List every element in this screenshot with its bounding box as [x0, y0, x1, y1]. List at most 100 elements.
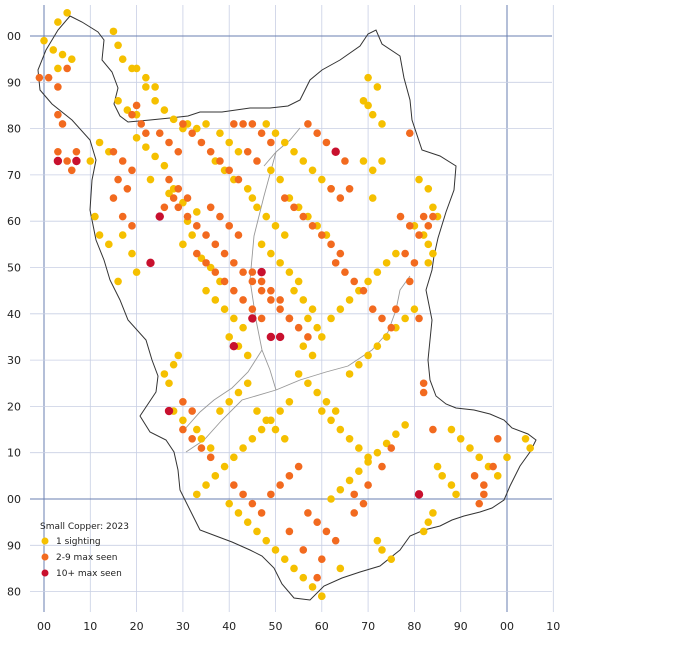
- sighting-dot: [267, 166, 275, 175]
- sighting-dot: [67, 166, 76, 175]
- legend-title: Small Copper: 2023: [40, 522, 129, 532]
- sighting-dot: [248, 120, 257, 128]
- sighting-dot: [49, 46, 58, 54]
- sighting-dot: [155, 212, 164, 221]
- sighting-dot: [345, 435, 354, 443]
- sighting-dot: [304, 379, 312, 388]
- sighting-dot: [290, 286, 298, 295]
- sighting-dot: [401, 314, 409, 323]
- sighting-dot: [313, 518, 321, 526]
- x-tick-label: 10: [83, 620, 97, 633]
- sighting-dot: [280, 555, 289, 563]
- sighting-dot: [419, 388, 428, 397]
- sighting-dot: [211, 296, 220, 304]
- sighting-dot: [197, 138, 206, 147]
- district-boundary: [183, 127, 411, 453]
- sighting-dot: [285, 472, 294, 480]
- sighting-dot: [331, 407, 340, 415]
- sighting-dot: [243, 184, 252, 193]
- y-tick-label: 60: [7, 215, 21, 228]
- sighting-dot: [396, 212, 405, 221]
- sighting-dot: [188, 129, 196, 138]
- sighting-dot: [327, 495, 335, 503]
- sighting-dot: [192, 249, 201, 258]
- sighting-dot: [429, 509, 437, 517]
- legend-label-2-9-max: 2-9 max seen: [56, 553, 118, 563]
- y-tick-label: 80: [7, 586, 21, 599]
- sighting-dot: [405, 129, 414, 138]
- sighting-dot: [169, 360, 178, 369]
- sighting-dot: [350, 509, 359, 517]
- sighting-dot: [429, 212, 437, 221]
- sighting-dot: [424, 184, 433, 193]
- sighting-dot: [285, 268, 294, 276]
- y-tick-label: 00: [7, 493, 21, 506]
- sighting-dot: [234, 175, 243, 184]
- sighting-dot: [165, 138, 173, 147]
- sighting-dot: [336, 485, 345, 494]
- sighting-dot: [271, 129, 280, 138]
- y-tick-label: 30: [7, 354, 21, 367]
- sighting-dot: [123, 106, 132, 114]
- sighting-dot: [54, 64, 62, 73]
- sighting-dot: [294, 462, 303, 471]
- sighting-dot: [290, 147, 298, 156]
- x-tick-label: 20: [130, 620, 144, 633]
- sighting-dot: [415, 175, 423, 184]
- sighting-dot: [424, 518, 433, 526]
- sighting-dot: [253, 157, 261, 165]
- sighting-dot: [220, 305, 229, 313]
- sighting-dot: [128, 110, 136, 119]
- legend-label-10-plus-max: 10+ max seen: [56, 569, 122, 579]
- sighting-dot: [299, 546, 308, 554]
- sighting-dot: [280, 435, 289, 443]
- sighting-dot: [206, 263, 215, 272]
- x-tick-label: 80: [407, 620, 421, 633]
- sighting-dot: [336, 305, 345, 313]
- sighting-dot: [405, 277, 414, 286]
- sighting-dot: [271, 546, 280, 554]
- sighting-dot: [192, 490, 201, 499]
- sighting-dot: [63, 157, 71, 165]
- sighting-dot: [109, 194, 118, 202]
- sighting-dot: [290, 203, 298, 212]
- sighting-dot: [345, 296, 354, 304]
- sighting-dot: [234, 231, 243, 239]
- sighting-dot: [183, 212, 192, 221]
- sighting-dot: [285, 397, 294, 406]
- sighting-dot: [230, 286, 238, 295]
- sighting-dot: [239, 120, 247, 128]
- sighting-dot: [197, 444, 206, 452]
- sighting-dot: [169, 194, 178, 202]
- sighting-dot: [414, 490, 424, 499]
- sighting-dot: [257, 509, 266, 517]
- y-tick-label: 90: [7, 539, 21, 552]
- sighting-dot: [53, 156, 63, 166]
- sighting-dot: [355, 444, 363, 452]
- sighting-dot: [257, 129, 266, 138]
- sighting-dot: [248, 499, 257, 508]
- sighting-dot: [95, 138, 104, 147]
- x-tick-label: 60: [315, 620, 329, 633]
- sighting-dot: [142, 73, 150, 82]
- sighting-dot: [382, 333, 391, 341]
- sighting-dot: [364, 481, 372, 489]
- sighting-dot: [183, 194, 192, 202]
- sighting-dot: [234, 147, 243, 156]
- sighting-dot: [40, 36, 48, 45]
- sighting-dot: [313, 388, 321, 397]
- sighting-dot: [456, 435, 465, 443]
- sighting-dot: [192, 124, 201, 133]
- sighting-dot: [359, 157, 368, 165]
- sighting-dot: [438, 472, 446, 480]
- sighting-dot: [368, 166, 377, 175]
- sighting-dot: [165, 175, 173, 184]
- sighting-dot: [276, 175, 284, 184]
- sighting-dot: [318, 407, 326, 415]
- sighting-dot: [257, 277, 266, 286]
- sighting-dot: [373, 448, 382, 457]
- sighting-dot: [114, 41, 122, 50]
- sighting-dot: [452, 490, 460, 499]
- sighting-dot: [257, 314, 266, 323]
